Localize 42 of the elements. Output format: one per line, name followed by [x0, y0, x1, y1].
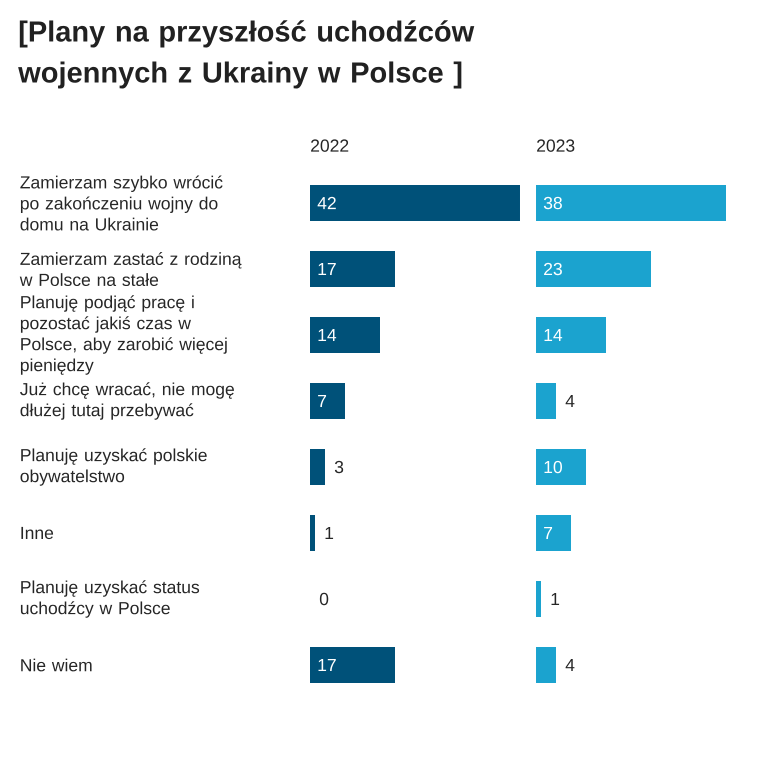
bar [310, 647, 395, 684]
data-label: 3 [334, 460, 344, 474]
data-label: 42 [318, 196, 336, 210]
bar [536, 185, 726, 222]
x-axis-title: 2023 [537, 139, 574, 152]
bar [536, 515, 572, 552]
data-label: 1 [326, 526, 334, 540]
data-label: 4 [566, 394, 574, 408]
data-label: 23 [544, 262, 562, 276]
data-label: 14 [544, 328, 562, 342]
y-tick-label: Nie wiem [21, 658, 92, 672]
y-tick-label: Planuję uzyskać polskie obywatelstwo [20, 448, 207, 486]
chart-title: [Plany na przyszłość uchodźców wojennych z Ukrainy w Polsce ] [18, 20, 474, 88]
data-label: 1 [552, 592, 560, 606]
data-label: 7 [544, 526, 552, 540]
bar [310, 317, 380, 354]
bar [536, 383, 556, 420]
y-tick-label: Planuję podjąć pracę i pozostać jakiś czas w Polsce, aby zarobić więcej pieniędzy [20, 295, 227, 375]
bar [310, 251, 395, 288]
data-label: 0 [320, 592, 328, 606]
y-tick-label: Zamierzam szybko wrócić po zakończeniu wojny do domu na Ukrainie [20, 175, 223, 231]
data-label: 7 [318, 394, 326, 408]
data-label: 14 [318, 328, 336, 342]
y-tick-label: Zamierzam zastać z rodziną w Polsce na stałe [20, 252, 242, 286]
data-label: 38 [544, 196, 562, 210]
bar [536, 251, 652, 288]
bar [310, 449, 325, 486]
bar [536, 317, 606, 354]
bar [310, 185, 520, 222]
bar [536, 449, 586, 486]
x-axis-title: 2022 [311, 139, 348, 152]
y-tick-label: Już chcę wracać, nie mogę dłużej tutaj przebywać [20, 382, 234, 420]
data-label: 17 [318, 658, 336, 672]
bar [310, 383, 345, 420]
data-label: 17 [318, 262, 336, 276]
y-tick-label: Planuję uzyskać status uchodźcy w Polsce [20, 580, 200, 618]
data-label: 10 [544, 460, 562, 474]
y-tick-label: Inne [21, 526, 54, 540]
bar [310, 515, 315, 552]
data-label: 4 [566, 658, 574, 672]
bar [536, 581, 542, 618]
bar [536, 647, 556, 684]
